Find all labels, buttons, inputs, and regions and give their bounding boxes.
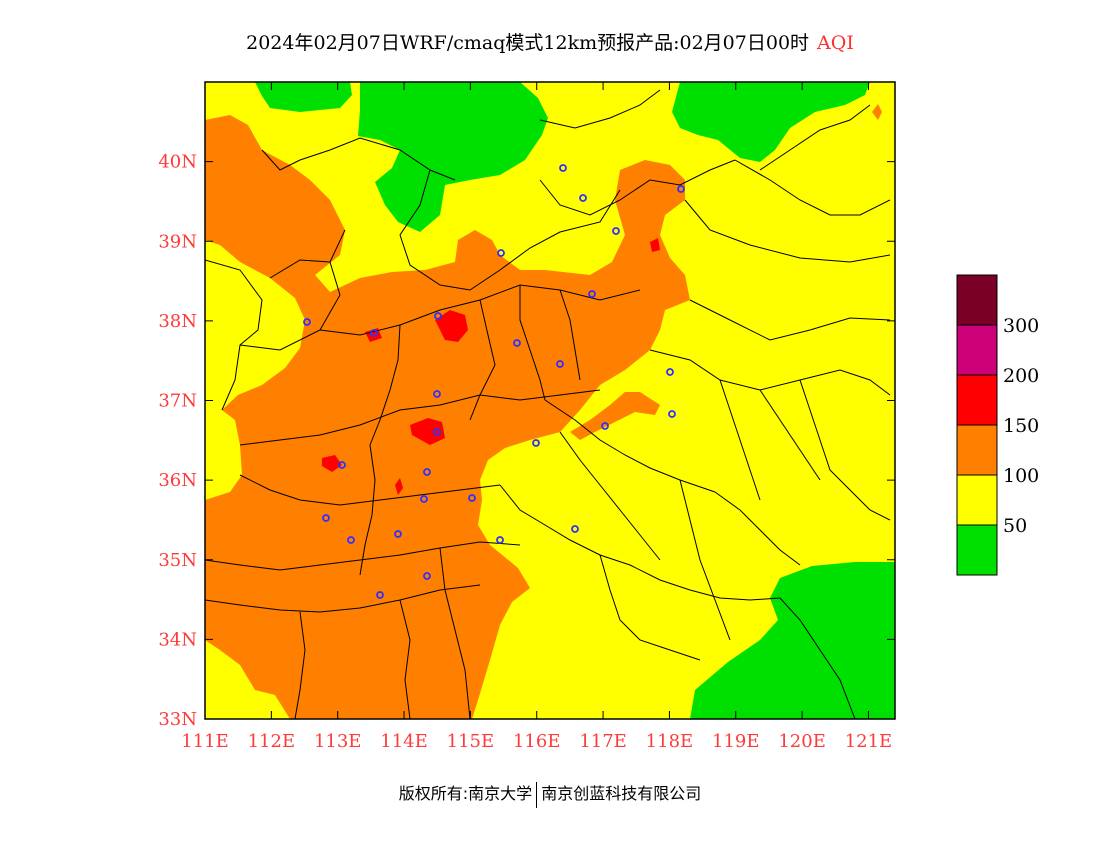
legend-swatch bbox=[956, 324, 998, 376]
copyright-right: 南京创蓝科技有限公司 bbox=[541, 784, 702, 803]
lon-tick-label: 117E bbox=[579, 731, 627, 752]
legend-label: 50 bbox=[1003, 515, 1027, 537]
aqi-zone-unhealthy-3 bbox=[410, 418, 445, 445]
station-marker bbox=[612, 227, 620, 235]
aqi-zone-unhealthy-5 bbox=[395, 478, 403, 495]
aqi-label: AQI bbox=[817, 32, 854, 54]
aqi-zone-unhealthy-sensitive-spot-1 bbox=[570, 392, 660, 440]
station-marker bbox=[433, 428, 441, 436]
copyright-left: 版权所有:南京大学 bbox=[398, 784, 533, 803]
aqi-zone-good-north bbox=[358, 82, 548, 232]
station-marker bbox=[556, 360, 564, 368]
aqi-zone-unhealthy-sensitive bbox=[205, 115, 690, 719]
lat-tick-label: 33N bbox=[158, 709, 197, 730]
station-marker bbox=[579, 194, 587, 202]
legend-swatch bbox=[956, 274, 998, 326]
station-marker bbox=[571, 525, 579, 533]
station-marker bbox=[420, 495, 428, 503]
station-marker bbox=[394, 530, 402, 538]
legend-swatch bbox=[956, 474, 998, 526]
station-marker bbox=[513, 339, 521, 347]
lat-tick-label: 35N bbox=[158, 550, 197, 571]
station-marker bbox=[370, 329, 378, 337]
lat-tick-label: 40N bbox=[158, 152, 197, 173]
station-marker bbox=[588, 290, 596, 298]
lat-tick-label: 36N bbox=[158, 470, 197, 491]
station-marker bbox=[532, 439, 540, 447]
aqi-legend: 50 100 150 200 300 bbox=[956, 274, 1039, 576]
aqi-zone-good-north-east bbox=[672, 82, 870, 162]
title-text: 2024年02月07日WRF/cmaq模式12km预报产品:02月07日00时 bbox=[246, 32, 810, 54]
station-marker bbox=[559, 164, 567, 172]
aqi-zone-unhealthy-1 bbox=[435, 310, 468, 342]
legend-swatch bbox=[956, 524, 998, 576]
legend-label: 300 bbox=[1003, 315, 1039, 337]
legend-label: 100 bbox=[1003, 465, 1039, 487]
legend-swatch bbox=[956, 424, 998, 476]
station-marker bbox=[423, 572, 431, 580]
station-marker bbox=[376, 591, 384, 599]
footer-separator bbox=[536, 781, 538, 808]
lat-tick-label: 34N bbox=[158, 629, 197, 650]
legend-label: 150 bbox=[1003, 415, 1039, 437]
latitude-axis: 33N 34N 35N 36N 37N 38N 39N 40N bbox=[158, 152, 895, 730]
station-marker bbox=[468, 494, 476, 502]
lat-tick-label: 38N bbox=[158, 311, 197, 332]
station-marker bbox=[601, 422, 609, 430]
lon-tick-label: 119E bbox=[712, 731, 760, 752]
admin-boundaries bbox=[205, 89, 891, 719]
lon-tick-label: 114E bbox=[380, 731, 428, 752]
aqi-zone-unhealthy-2 bbox=[365, 328, 382, 342]
lon-tick-label: 112E bbox=[248, 731, 296, 752]
aqi-zone-unhealthy-4 bbox=[322, 455, 342, 472]
lon-tick-label: 118E bbox=[646, 731, 694, 752]
aqi-zone-unhealthy-sensitive-spot-2 bbox=[872, 104, 882, 120]
station-markers bbox=[303, 164, 685, 599]
aqi-zone-good-south-east bbox=[690, 562, 895, 719]
station-marker bbox=[338, 461, 346, 469]
station-marker bbox=[666, 368, 674, 376]
map-title: 2024年02月07日WRF/cmaq模式12km预报产品:02月07日00时 A… bbox=[0, 28, 1100, 55]
lon-tick-label: 113E bbox=[314, 731, 362, 752]
lat-tick-label: 39N bbox=[158, 231, 197, 252]
lon-tick-label: 115E bbox=[447, 731, 495, 752]
station-marker bbox=[303, 318, 311, 326]
station-marker bbox=[322, 514, 330, 522]
aqi-field bbox=[205, 82, 895, 719]
legend-swatch bbox=[956, 374, 998, 426]
lat-tick-label: 37N bbox=[158, 391, 197, 412]
aqi-zone-unhealthy-6 bbox=[650, 238, 660, 252]
lon-tick-label: 116E bbox=[513, 731, 561, 752]
lon-tick-label: 111E bbox=[181, 731, 229, 752]
station-marker bbox=[347, 536, 355, 544]
aqi-zone-good-north-west bbox=[255, 82, 352, 112]
station-marker bbox=[434, 312, 442, 320]
station-marker bbox=[677, 185, 685, 193]
longitude-axis: 111E 112E 113E 114E 115E 116E 117E 118E 119E 120E… bbox=[181, 82, 892, 752]
copyright-footer: 版权所有:南京大学 南京创蓝科技有限公司 bbox=[0, 780, 1100, 808]
lon-tick-label: 121E bbox=[845, 731, 893, 752]
station-marker bbox=[496, 536, 504, 544]
legend-label: 200 bbox=[1003, 365, 1039, 387]
station-marker bbox=[423, 468, 431, 476]
station-marker bbox=[433, 390, 441, 398]
station-marker bbox=[497, 249, 505, 257]
station-marker bbox=[668, 410, 676, 418]
lon-tick-label: 120E bbox=[778, 731, 826, 752]
